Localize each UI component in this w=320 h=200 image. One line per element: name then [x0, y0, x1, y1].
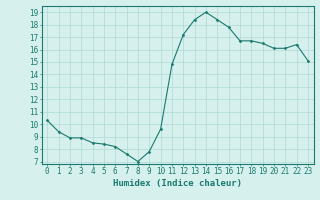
X-axis label: Humidex (Indice chaleur): Humidex (Indice chaleur)	[113, 179, 242, 188]
